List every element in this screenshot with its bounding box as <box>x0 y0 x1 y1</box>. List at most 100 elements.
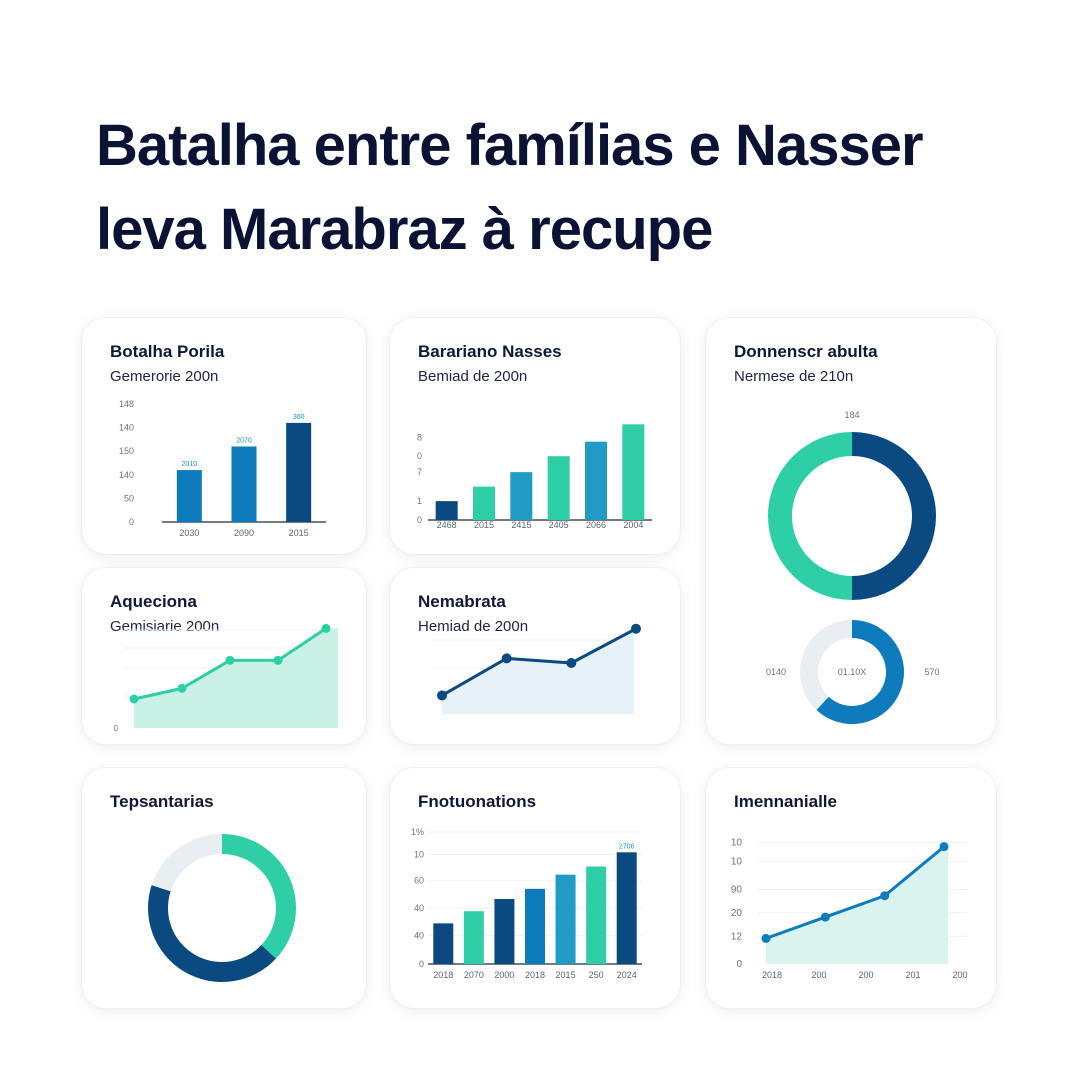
chart-1-bar <box>176 470 202 522</box>
chart-card-7: Fnotuonations 0 40 40 60 10 1% 2018 2070 2000 201… <box>390 768 680 1008</box>
chart-5-series-line <box>441 627 637 697</box>
chart-3-donut-top-label: 184 <box>844 410 859 420</box>
chart-2-x-tick-label: 2415 <box>511 520 531 530</box>
chart-7-x-tick-label: 2000 <box>494 970 514 980</box>
chart-7-title: Fnotuonations <box>418 792 537 811</box>
chart-7-bar <box>525 888 545 964</box>
chart-4-point <box>225 655 235 665</box>
chart-1-data-label: 2070 <box>236 437 252 444</box>
chart-1-x-tick-label: 2015 <box>289 528 309 538</box>
chart-8-point <box>820 912 830 922</box>
chart-2-bar <box>435 501 458 520</box>
chart-8-area: 0 12 20 90 10 10 2018 200 200 201 200 <box>731 837 968 980</box>
chart-1-data-label: 2010 <box>182 461 198 468</box>
chart-2-subtitle: Bemiad de 200n <box>418 368 528 385</box>
chart-8-x-tick-label: 2018 <box>762 970 782 980</box>
chart-2-x-tick-label: 2405 <box>549 520 569 530</box>
chart-1-data-label: 360 <box>293 414 305 421</box>
chart-3-donut-right-label: 570 <box>924 667 939 677</box>
chart-1-subtitle: Gemerorie 200n <box>110 368 219 385</box>
chart-card-6: Tepsantarias <box>82 768 366 1008</box>
chart-2-bar: 0 1 7 0 8 2468 2015 2415 2405 2066 2004 <box>417 424 652 530</box>
chart-7-y-tick-label: 60 <box>414 876 424 886</box>
chart-7-bar <box>616 852 637 964</box>
chart-2-bar <box>585 441 607 520</box>
chart-8-title: Imennanialle <box>734 792 837 811</box>
chart-7-x-tick-label: 2015 <box>556 970 576 980</box>
chart-1-y-tick-label: 148 <box>119 399 134 409</box>
chart-5-point <box>631 623 641 634</box>
chart-2-bar <box>622 424 645 520</box>
chart-8-y-tick-label: 10 <box>731 837 743 848</box>
chart-3-donuts: 184 01.10X 0140 570 <box>766 410 940 724</box>
chart-8-x-tick-label: 200 <box>952 970 967 980</box>
chart-1-x-tick-label: 2030 <box>179 528 199 538</box>
chart-4-subtitle: Gemisiarie 200n <box>110 618 220 635</box>
chart-8-y-tick-label: 0 <box>736 959 742 970</box>
chart-5-point <box>437 690 447 701</box>
chart-3-donut-slice <box>799 620 852 710</box>
chart-5-subtitle: Hemiad de 200n <box>418 618 529 635</box>
chart-2-y-tick-label: 0 <box>417 515 422 525</box>
chart-2-bar <box>473 486 495 520</box>
chart-2-y-tick-label: 0 <box>417 451 422 461</box>
chart-8-x-tick-label: 200 <box>858 970 873 980</box>
chart-8-y-tick-label: 10 <box>731 857 743 868</box>
chart-7-bar <box>494 899 515 964</box>
chart-7-data-label: 2706 <box>619 843 635 850</box>
chart-1-y-tick-label: 150 <box>119 446 134 456</box>
chart-2-x-tick-label: 2015 <box>474 520 494 530</box>
chart-5-area-fill <box>442 628 636 714</box>
chart-card-1: Botalha Porila Gemerorie 200n 0 50 140 150 1… <box>82 318 366 554</box>
chart-1-bar: 0 50 140 150 140 148 2030 2010 2090 2070 2015 360 <box>119 399 326 538</box>
chart-4-area-fill <box>134 628 338 728</box>
chart-card-3: Donnenscr abulta Nermese de 210n 184 01.1… <box>706 318 996 744</box>
chart-5-point <box>566 658 577 668</box>
chart-6-donut-slice <box>151 834 222 892</box>
chart-1-y-tick-label: 0 <box>129 517 134 527</box>
chart-3-subtitle: Nermese de 210n <box>734 368 854 385</box>
chart-7-x-tick-label: 2018 <box>525 970 545 980</box>
chart-1-y-tick-label: 50 <box>124 493 134 503</box>
chart-3-donut-slice <box>852 432 936 600</box>
chart-6-donut-slice <box>222 834 296 959</box>
chart-2-x-tick-label: 2468 <box>437 520 457 530</box>
chart-7-x-tick-label: 2070 <box>464 970 484 980</box>
chart-8-series-line <box>765 845 945 940</box>
chart-3-donut-slice <box>768 432 852 600</box>
chart-2-x-tick-label: 2066 <box>586 520 606 530</box>
chart-4-title: Aqueciona <box>110 592 197 611</box>
chart-1-bar <box>286 422 312 522</box>
chart-2-title: Barariano Nasses <box>418 342 562 361</box>
chart-6-donut <box>147 834 296 983</box>
chart-5-area <box>432 623 641 714</box>
chart-8-point <box>939 842 949 852</box>
chart-4-point <box>273 655 283 665</box>
chart-3-donut-slice <box>816 620 904 724</box>
chart-2-bar <box>510 472 533 520</box>
chart-4-area: 0 <box>114 623 338 733</box>
chart-5-title: Nemabrata <box>418 592 506 611</box>
chart-3-donut-center-label: 01.10X <box>838 667 867 677</box>
chart-card-4: Aqueciona Gemisiarie 200n 0 <box>82 568 366 744</box>
chart-1-bar <box>231 446 257 522</box>
chart-8-y-tick-label: 20 <box>731 908 743 919</box>
chart-7-bar <box>555 874 576 964</box>
chart-6-title: Tepsantarias <box>110 792 214 811</box>
chart-8-x-tick-label: 200 <box>811 970 826 980</box>
chart-7-x-tick-label: 250 <box>589 970 604 980</box>
chart-1-title: Botalha Porila <box>110 342 225 361</box>
chart-7-bar <box>463 911 484 964</box>
chart-7-y-tick-label: 1% <box>411 827 424 837</box>
chart-7-x-tick-label: 2018 <box>433 970 453 980</box>
headline: Batalha entre famílias e Nasser leva Mar… <box>96 104 1036 272</box>
chart-7-y-tick-label: 40 <box>414 903 424 913</box>
chart-4-point <box>321 623 331 633</box>
chart-7-bar: 0 40 40 60 10 1% 2018 2070 2000 2018 2015 250 2024 27… <box>411 827 642 980</box>
chart-7-y-tick-label: 40 <box>414 931 424 941</box>
chart-7-x-tick-label: 2024 <box>617 970 637 980</box>
chart-card-2: Barariano Nasses Bemiad de 200n 0 1 7 0 8 246… <box>390 318 680 554</box>
chart-7-bar <box>433 923 454 964</box>
headline-line-2: leva Marabraz à recupe <box>96 197 713 262</box>
chart-7-y-tick-label: 10 <box>414 849 424 859</box>
